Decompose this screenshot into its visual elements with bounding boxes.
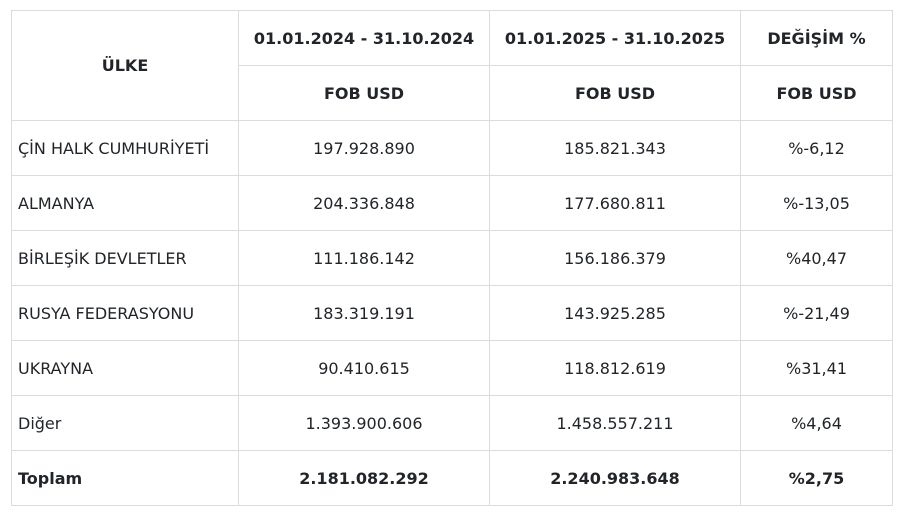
header-unit-change: FOB USD <box>740 65 893 121</box>
row-change: %4,64 <box>740 395 893 451</box>
total-value-2025: 2.240.983.648 <box>489 450 741 506</box>
row-value-2024: 111.186.142 <box>238 230 490 286</box>
table-row: BİRLEŞİK DEVLETLER 111.186.142 156.186.3… <box>11 230 893 286</box>
export-table-container: ÜLKE 01.01.2024 - 31.10.2024 01.01.2025 … <box>11 10 893 506</box>
row-change: %31,41 <box>740 340 893 396</box>
header-country: ÜLKE <box>11 10 239 121</box>
table-row: Diğer 1.393.900.606 1.458.557.211 %4,64 <box>11 395 893 451</box>
row-value-2024: 204.336.848 <box>238 175 490 231</box>
row-value-2024: 1.393.900.606 <box>238 395 490 451</box>
row-value-2025: 156.186.379 <box>489 230 741 286</box>
row-value-2024: 183.319.191 <box>238 285 490 341</box>
total-value-2024: 2.181.082.292 <box>238 450 490 506</box>
table-row: UKRAYNA 90.410.615 118.812.619 %31,41 <box>11 340 893 396</box>
row-change: %-6,12 <box>740 120 893 176</box>
row-value-2025: 1.458.557.211 <box>489 395 741 451</box>
row-country: ÇİN HALK CUMHURİYETİ <box>11 120 239 176</box>
header-row-units: FOB USD FOB USD FOB USD <box>12 65 893 121</box>
row-change: %-21,49 <box>740 285 893 341</box>
header-change: DEĞİŞİM % <box>740 10 893 66</box>
header-period-2024: 01.01.2024 - 31.10.2024 <box>238 10 490 66</box>
header-row-periods: ÜLKE 01.01.2024 - 31.10.2024 01.01.2025 … <box>11 10 893 121</box>
header-unit-2024: FOB USD <box>238 65 490 121</box>
header-unit-2025: FOB USD <box>489 65 741 121</box>
row-country: BİRLEŞİK DEVLETLER <box>11 230 239 286</box>
row-value-2025: 177.680.811 <box>489 175 741 231</box>
table-row: ÇİN HALK CUMHURİYETİ 197.928.890 185.821… <box>11 120 893 176</box>
table-header: ÜLKE 01.01.2024 - 31.10.2024 01.01.2025 … <box>11 10 893 121</box>
table-body: ÇİN HALK CUMHURİYETİ 197.928.890 185.821… <box>11 120 893 506</box>
header-period-2025: 01.01.2025 - 31.10.2025 <box>489 10 741 66</box>
row-country: ALMANYA <box>11 175 239 231</box>
total-label: Toplam <box>11 450 239 506</box>
row-change: %40,47 <box>740 230 893 286</box>
row-value-2024: 90.410.615 <box>238 340 490 396</box>
row-value-2025: 185.821.343 <box>489 120 741 176</box>
total-change: %2,75 <box>740 450 893 506</box>
total-row: Toplam 2.181.082.292 2.240.983.648 %2,75 <box>11 450 893 506</box>
row-country: RUSYA FEDERASYONU <box>11 285 239 341</box>
row-country: UKRAYNA <box>11 340 239 396</box>
table-row: ALMANYA 204.336.848 177.680.811 %-13,05 <box>11 175 893 231</box>
row-country: Diğer <box>11 395 239 451</box>
export-by-country-table: ÜLKE 01.01.2024 - 31.10.2024 01.01.2025 … <box>11 10 893 506</box>
row-value-2025: 118.812.619 <box>489 340 741 396</box>
row-value-2025: 143.925.285 <box>489 285 741 341</box>
row-value-2024: 197.928.890 <box>238 120 490 176</box>
table-row: RUSYA FEDERASYONU 183.319.191 143.925.28… <box>11 285 893 341</box>
row-change: %-13,05 <box>740 175 893 231</box>
